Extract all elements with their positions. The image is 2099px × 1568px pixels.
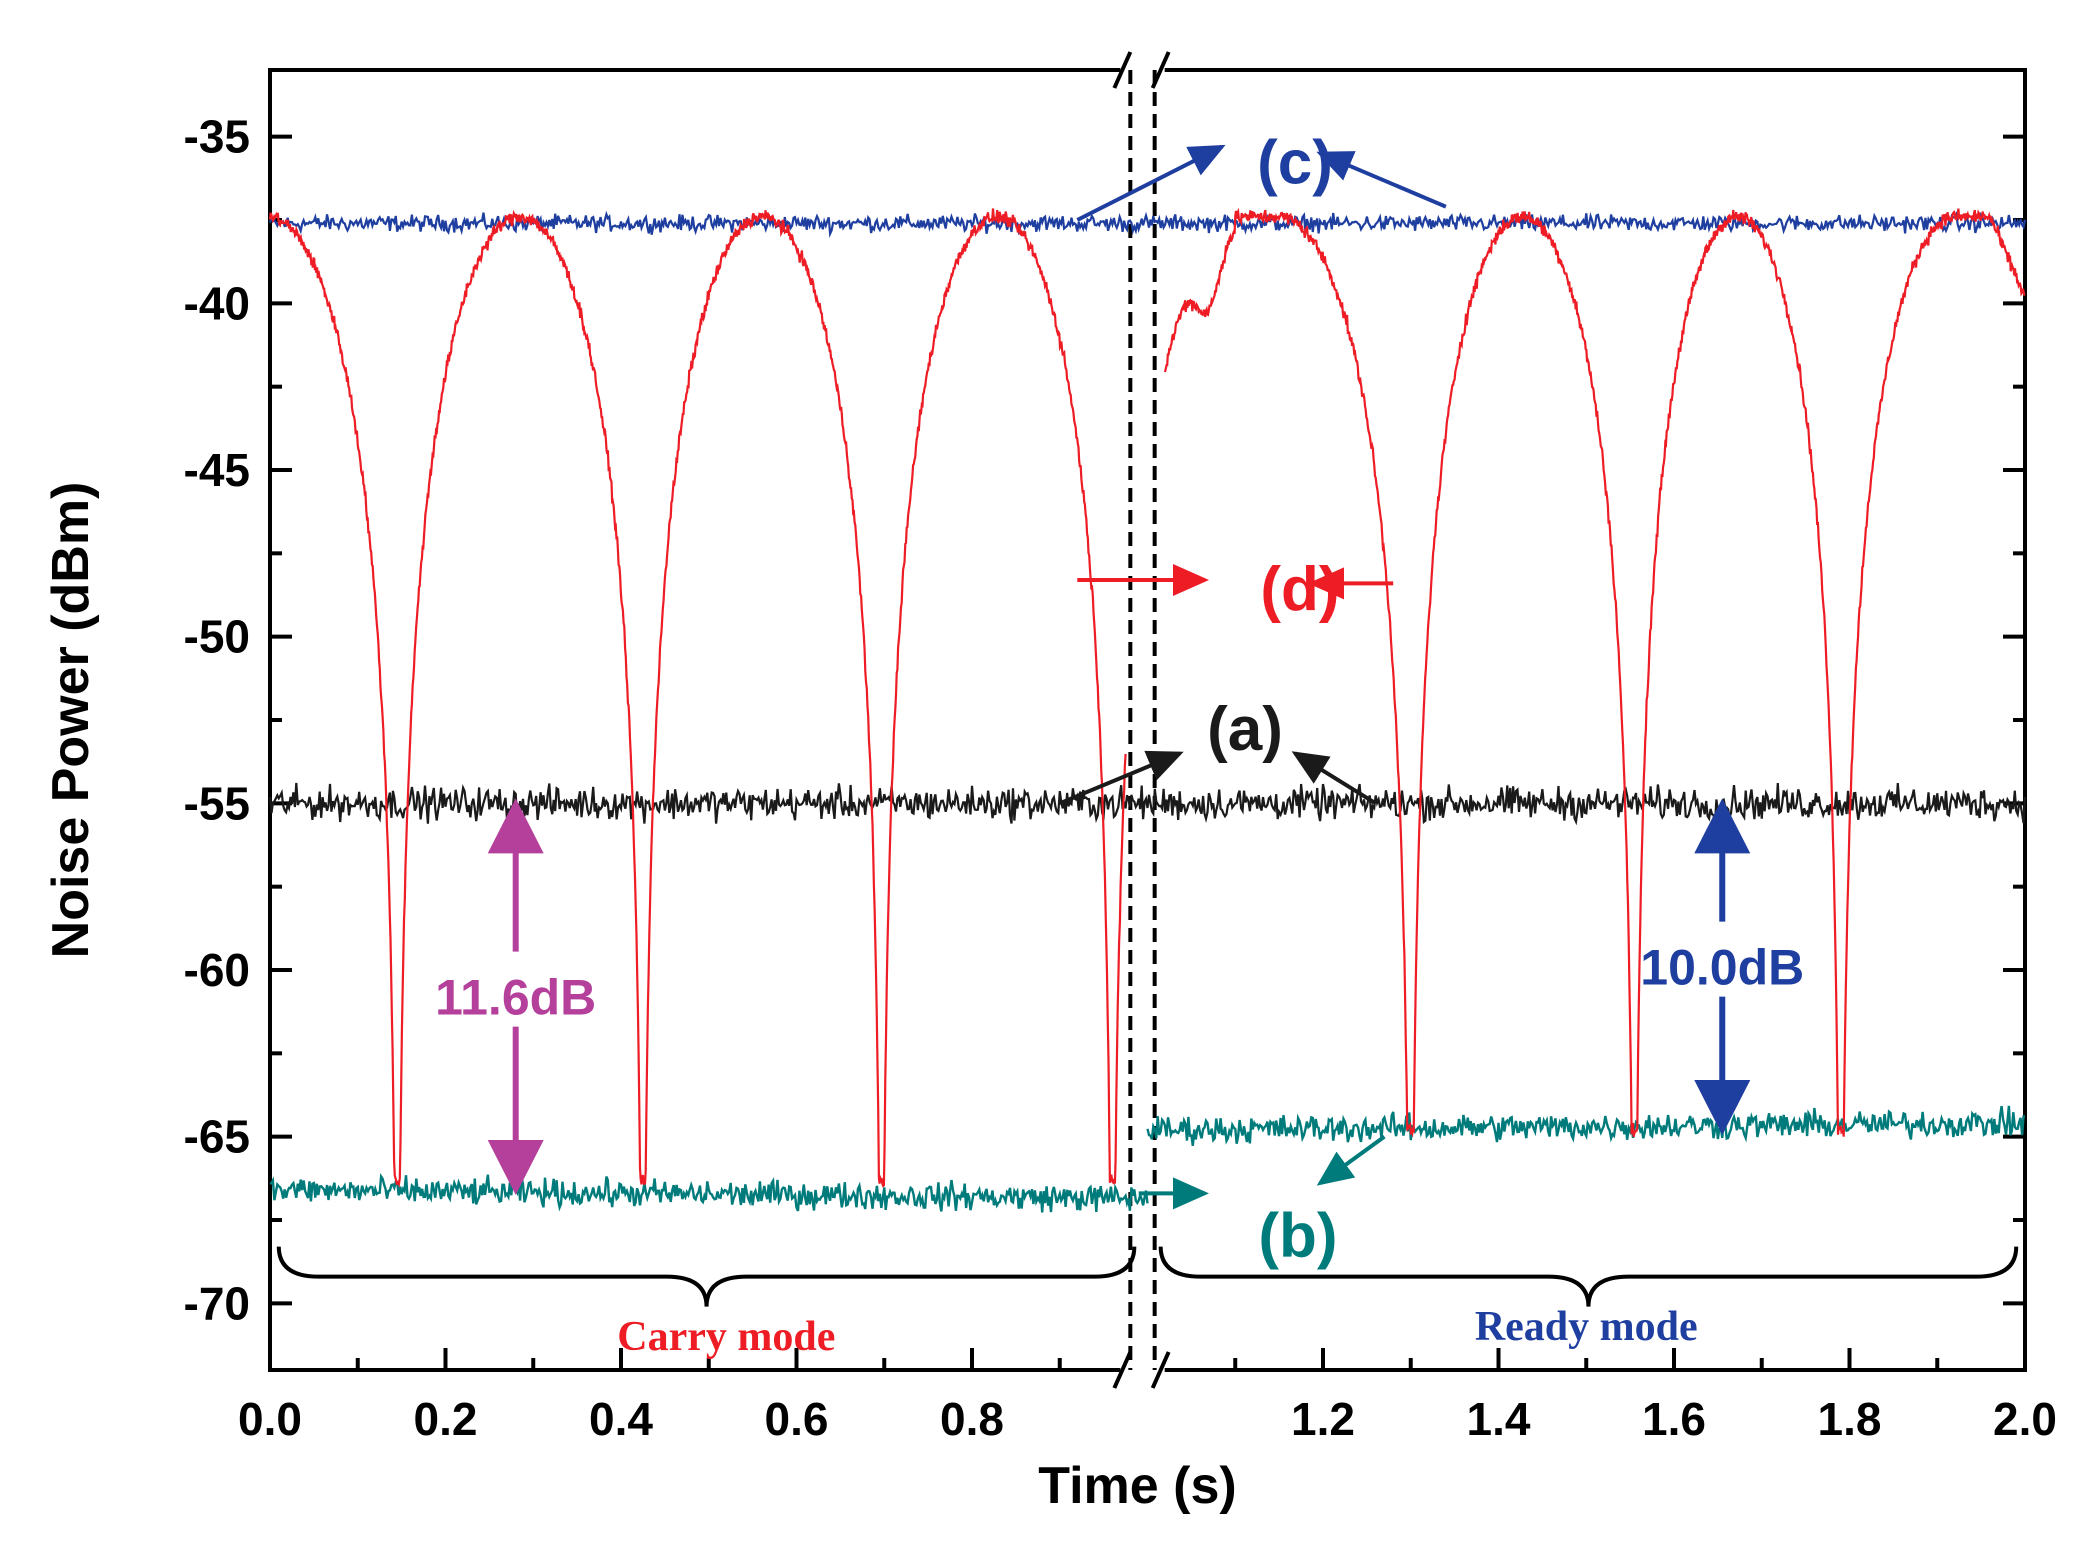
carry-mode-label: Carry mode: [617, 1314, 835, 1360]
x-tick-label: 1.2: [1291, 1393, 1355, 1445]
x-tick-label: 0.6: [765, 1393, 829, 1445]
y-tick-label: -50: [184, 611, 250, 663]
series-c-line: [268, 210, 2027, 238]
y-tick-label: -35: [184, 111, 250, 163]
ready-mode-label: Ready mode: [1475, 1304, 1698, 1350]
db-arrowhead-down: [1694, 1080, 1751, 1135]
axes-group: [268, 51, 2027, 1389]
text-group: 0.0 0.2 0.4 0.6 0.8 1.2 1.4 1.6 1.8 2.0 -35 -40 -45 -…: [42, 111, 2057, 1515]
db-difference-label: 11.6dB: [435, 970, 596, 1026]
x-axis-title: Time (s): [1038, 1457, 1236, 1515]
x-tick-label: 1.6: [1642, 1393, 1706, 1445]
db-difference-label: 10.0dB: [1640, 940, 1804, 996]
x-tick-label: 1.4: [1467, 1393, 1531, 1445]
y-tick-label: -70: [184, 1277, 250, 1329]
series-b-line-segment: [269, 1173, 1149, 1213]
series-a-pointer-arrow: [1058, 750, 1184, 806]
series-a-pointer-arrow: [1291, 751, 1377, 806]
db-arrowhead-up: [487, 798, 544, 854]
series-d-line-segment: [268, 208, 1127, 1188]
series-b-pointer-arrow: [1316, 1135, 1386, 1186]
series-d-line-segment: [1163, 207, 2026, 1138]
series-a-label: (a): [1207, 695, 1283, 764]
series-c-pointer-arrow: [1316, 151, 1447, 209]
series-d-label: (d): [1260, 555, 1339, 624]
db-arrowhead-down: [487, 1140, 544, 1195]
y-tick-label: -65: [184, 1111, 250, 1163]
series-c-label: (c): [1257, 128, 1333, 197]
axis-break-slash-top: [1112, 51, 1133, 89]
axis-break-gap-bottom: [1120, 1364, 1165, 1376]
series-a-line: [268, 782, 2027, 826]
y-axis-title: Noise Power (dBm): [42, 482, 100, 959]
y-tick-label: -60: [184, 944, 250, 996]
series-b-line-segment: [1146, 1105, 2026, 1146]
series-c-pointer-arrow: [1076, 144, 1226, 222]
db-arrowhead-up: [1694, 798, 1751, 854]
x-tick-label: 0.8: [940, 1393, 1004, 1445]
series-b-label: (b): [1258, 1202, 1337, 1271]
axis-break-slash-bottom: [1150, 1351, 1171, 1389]
axis-break-slash-bottom: [1112, 1351, 1133, 1389]
x-tick-label: 0.0: [238, 1393, 302, 1445]
x-tick-label: 0.2: [414, 1393, 478, 1445]
y-tick-label: -40: [184, 277, 250, 329]
x-tick-label: 2.0: [1993, 1393, 2057, 1445]
x-tick-label: 0.4: [589, 1393, 653, 1445]
y-tick-label: -55: [184, 777, 250, 829]
x-tick-label: 1.8: [1818, 1393, 1882, 1445]
series-group: [268, 207, 2027, 1213]
y-tick-label: -45: [184, 444, 250, 496]
